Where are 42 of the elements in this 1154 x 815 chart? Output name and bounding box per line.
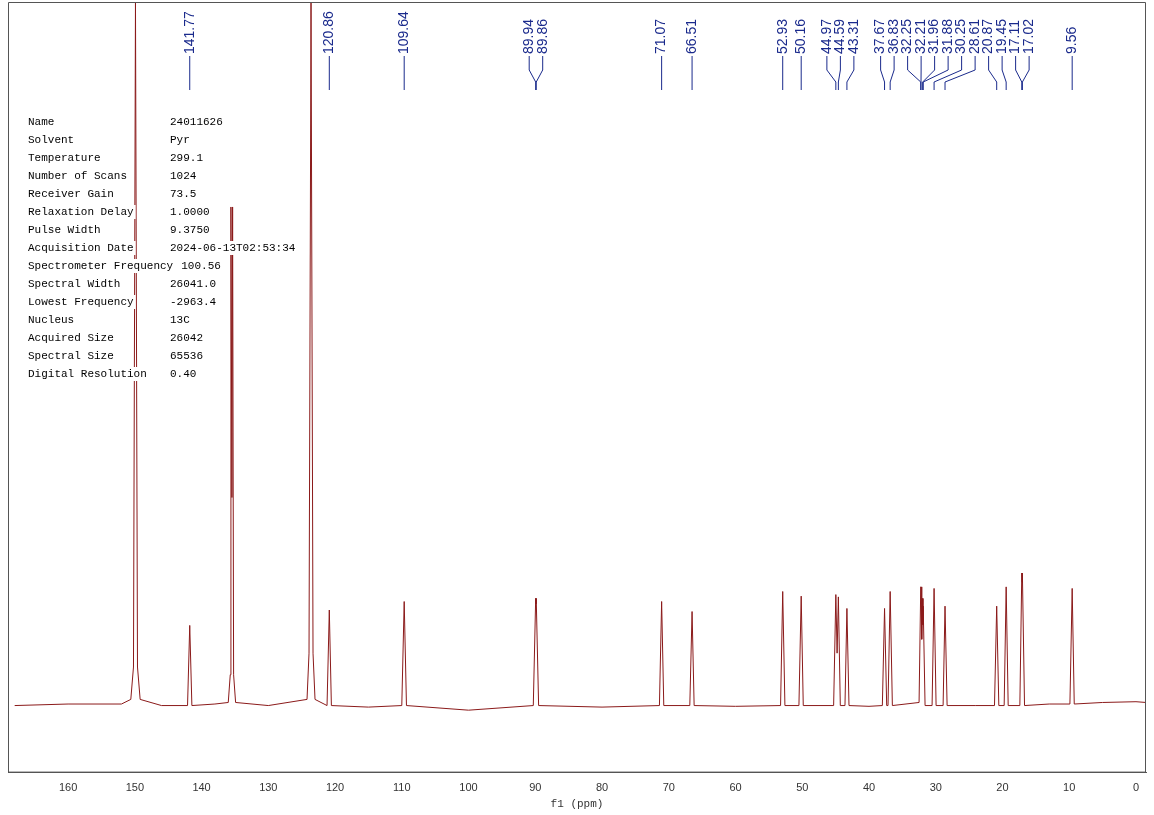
text: Acquisition Date 2024-06-13T02:53:34 xyxy=(28,241,296,254)
x-tick-label: 30 xyxy=(929,781,942,794)
x-tick-label: 10 xyxy=(1063,781,1076,794)
x-tick-label: 160 xyxy=(58,781,78,794)
x-tick-label: 60 xyxy=(729,781,742,794)
x-tick-label: 80 xyxy=(595,781,609,794)
x-tick-label: 50 xyxy=(796,781,809,794)
x-tick-label: 40 xyxy=(862,781,876,794)
x-tick-label: 0 xyxy=(1132,781,1140,794)
text: Spectral Size 65536 xyxy=(28,349,204,362)
annotation: 44.97 xyxy=(817,18,834,54)
x-tick-label: 150 xyxy=(125,781,144,794)
annotation: 120.86 xyxy=(320,10,337,54)
x-tick-label: 110 xyxy=(393,781,411,794)
annotation: 71.07 xyxy=(652,18,669,54)
annotation: Spectrometer Frequency 100.56 xyxy=(28,259,221,272)
text: Number of Scans 1024 xyxy=(28,169,197,182)
text: Lowest Frequency -2963.4 xyxy=(28,295,217,308)
text: Temperature 299.1 xyxy=(28,151,204,164)
x-tick-label: 70 xyxy=(662,781,675,794)
annotation: 141.77 xyxy=(180,10,197,54)
x-tick-label: 120 xyxy=(325,781,345,794)
annotation: 66.51 xyxy=(682,18,699,54)
text: Relaxation Delay 1.0000 xyxy=(28,205,210,218)
annotation: 52.93 xyxy=(773,18,790,54)
text: Receiver Gain 73.5 xyxy=(28,187,197,200)
text: Nucleus 13C xyxy=(28,313,190,326)
x-axis-title: f1 (ppm) xyxy=(550,798,604,811)
text: Solvent Pyr xyxy=(28,133,190,146)
annotation: 50.16 xyxy=(792,18,809,54)
text: Acquired Size 26042 xyxy=(28,331,204,344)
x-tick-label: 130 xyxy=(259,781,278,794)
x-tick-label: 90 xyxy=(529,781,542,794)
x-tick-label: 100 xyxy=(459,781,478,794)
text: Digital Resolution 0.40 xyxy=(28,367,197,380)
annotation: 9.56 xyxy=(1063,26,1080,54)
text: Spectral Width 26041.0 xyxy=(28,277,217,290)
text: Name 24011626 xyxy=(28,115,223,128)
x-tick-label: 140 xyxy=(192,781,211,794)
annotation: 109.64 xyxy=(395,10,412,54)
x-tick-label: 20 xyxy=(996,781,1009,794)
text: Pulse Width 9.3750 xyxy=(28,223,210,236)
